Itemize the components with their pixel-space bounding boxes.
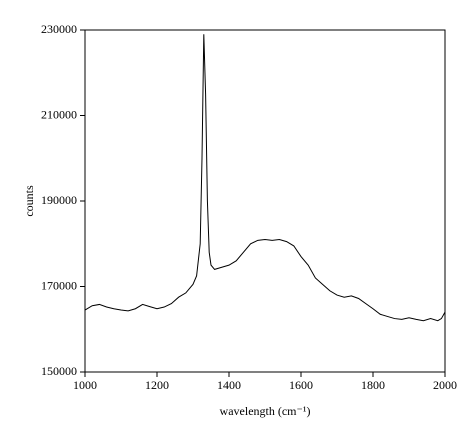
x-tick-label: 2000: [433, 378, 457, 392]
y-tick-label: 190000: [41, 193, 77, 207]
y-tick-label: 210000: [41, 107, 77, 121]
y-axis-label: counts: [22, 185, 36, 217]
y-tick-label: 150000: [41, 364, 77, 378]
x-tick-label: 1800: [361, 378, 385, 392]
x-tick-label: 1000: [73, 378, 97, 392]
y-tick-label: 170000: [41, 278, 77, 292]
x-tick-label: 1200: [145, 378, 169, 392]
x-tick-label: 1600: [289, 378, 313, 392]
x-tick-label: 1400: [217, 378, 241, 392]
y-tick-label: 230000: [41, 22, 77, 36]
spectrum-line: [84, 34, 446, 322]
x-axis-label: wavelength (cm⁻¹): [220, 404, 311, 418]
plot-frame: [84, 29, 446, 373]
